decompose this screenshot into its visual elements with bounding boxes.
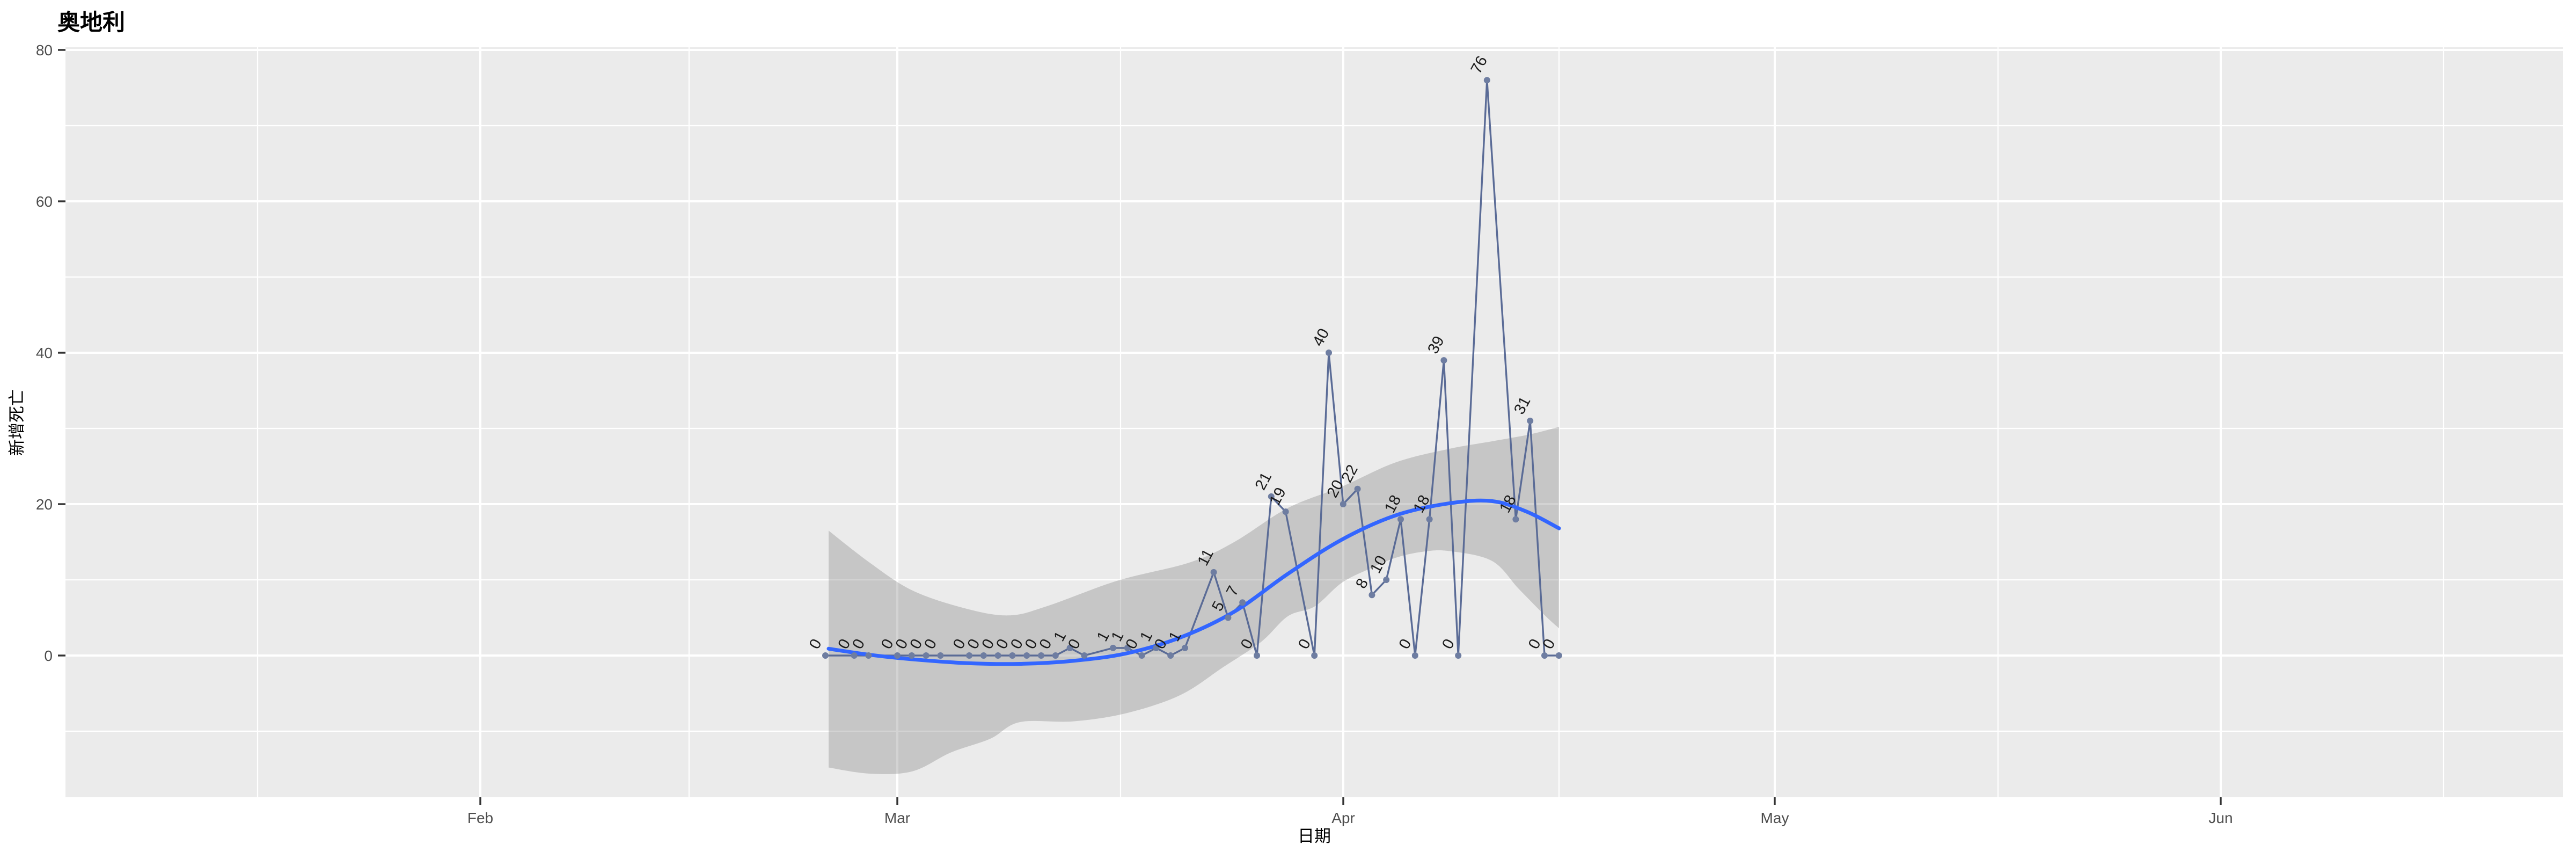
data-point — [1124, 644, 1131, 651]
data-point — [1167, 652, 1174, 659]
x-axis-tick-label: Apr — [1331, 810, 1355, 826]
data-point — [894, 652, 901, 659]
data-point — [1354, 485, 1361, 492]
data-point — [980, 652, 987, 659]
data-point — [1066, 644, 1073, 651]
chart-title: 奥地利 — [57, 10, 125, 35]
data-point — [1483, 77, 1490, 84]
data-point — [1210, 569, 1217, 576]
data-point — [1326, 350, 1332, 356]
data-point — [1081, 652, 1088, 659]
data-point — [1038, 652, 1044, 659]
data-point — [1282, 508, 1289, 515]
x-axis-title: 日期 — [1298, 827, 1331, 846]
data-point — [1052, 652, 1059, 659]
data-point — [994, 652, 1001, 659]
data-point — [851, 652, 858, 659]
data-point — [1110, 644, 1116, 651]
data-point — [1268, 493, 1275, 500]
data-point — [1153, 644, 1160, 651]
data-point — [923, 652, 930, 659]
data-point — [1340, 501, 1346, 507]
data-point — [1009, 652, 1016, 659]
y-axis-tick-label: 0 — [44, 647, 53, 664]
data-point — [1411, 652, 1418, 659]
data-point — [1254, 652, 1260, 659]
data-point — [1512, 516, 1519, 523]
data-point — [1440, 357, 1447, 364]
data-point — [1555, 652, 1562, 659]
data-point — [908, 652, 915, 659]
data-point — [1138, 652, 1145, 659]
trend-line — [826, 498, 1561, 666]
y-axis-tick-label: 60 — [36, 193, 53, 210]
data-point — [1527, 417, 1534, 424]
y-axis-tick-label: 40 — [36, 345, 53, 361]
data-point — [937, 652, 944, 659]
y-axis-title: 新增死亡 — [8, 389, 26, 456]
data-point — [1541, 652, 1548, 659]
confidence-ribbon — [829, 427, 1559, 774]
y-axis-tick-label: 80 — [36, 42, 53, 59]
data-point — [865, 652, 872, 659]
data-point — [1239, 599, 1246, 606]
data-point — [1182, 644, 1188, 651]
data-point — [1455, 652, 1462, 659]
data-point — [1311, 652, 1318, 659]
x-axis-tick-label: May — [1761, 810, 1789, 826]
data-point — [1397, 516, 1404, 523]
data-point — [1383, 577, 1390, 583]
plot-panel-background — [65, 47, 2563, 797]
data-point — [822, 652, 829, 659]
data-point — [966, 652, 972, 659]
data-point — [1225, 614, 1232, 621]
data-point — [1426, 516, 1433, 523]
data-point — [1023, 652, 1030, 659]
x-axis-tick-label: Mar — [884, 810, 910, 826]
y-axis-tick-label: 20 — [36, 496, 53, 513]
data-point — [1368, 592, 1375, 599]
x-axis-tick-label: Jun — [2208, 810, 2233, 826]
x-axis-tick-label: Feb — [467, 810, 493, 826]
